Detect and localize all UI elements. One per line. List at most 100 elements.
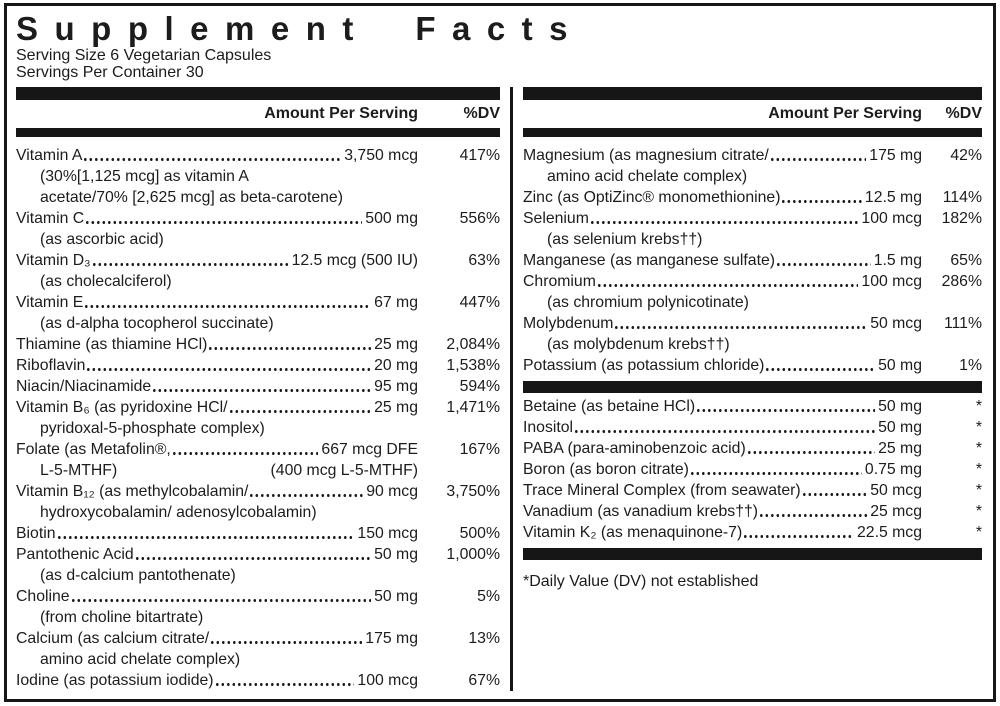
nutrient-row: Inositol 50 mg * xyxy=(523,417,982,438)
facts-columns: Amount Per Serving %DV Vitamin A 3,750 mc… xyxy=(16,87,984,691)
dotted-leader xyxy=(597,271,859,292)
nutrient-subrow: (as ascorbic acid) xyxy=(16,229,500,250)
nutrient-amount: 175 mg xyxy=(869,147,922,164)
nutrient-row: Vitamin A 3,750 mcg 417% xyxy=(16,145,500,166)
dotted-leader xyxy=(172,439,319,460)
nutrient-row: Niacin/Niacinamide 95 mg 594% xyxy=(16,376,500,397)
nutrient-detail: (as selenium krebs††) xyxy=(547,231,703,248)
nutrient-subrow: (as d-alpha tocopherol succinate) xyxy=(16,313,500,334)
nutrient-name: Choline xyxy=(16,588,70,605)
nutrient-dv: 42% xyxy=(950,147,982,164)
nutrient-name: Vitamin D₃ xyxy=(16,252,91,269)
dotted-leader xyxy=(690,459,862,480)
nutrient-dv: 182% xyxy=(941,210,982,227)
dotted-leader xyxy=(92,250,289,271)
nutrient-name: Vitamin C xyxy=(16,210,85,227)
nutrient-amount: 3,750 mcg xyxy=(344,147,418,164)
serving-size-line: Serving Size 6 Vegetarian Capsules xyxy=(16,47,272,64)
dotted-leader xyxy=(770,145,867,166)
nutrient-amount: 50 mg xyxy=(374,546,418,563)
nutrient-amount: 150 mcg xyxy=(357,525,418,542)
nutrient-subrow: L-5-MTHF) (400 mcg L-5-MTHF) xyxy=(16,460,500,481)
nutrient-amount: 100 mcg xyxy=(861,210,922,227)
nutrient-amount: 25 mcg xyxy=(870,503,922,520)
nutrient-dv: 63% xyxy=(468,252,500,269)
nutrient-row: Pantothenic Acid 50 mg 1,000% xyxy=(16,544,500,565)
header-bar-bottom xyxy=(523,128,982,137)
footnote-divider-bar xyxy=(523,548,982,560)
nutrient-subrow: (from choline bitartrate) xyxy=(16,607,500,628)
nutrient-subrow: pyridoxal-5-phosphate complex) xyxy=(16,418,500,439)
dotted-leader xyxy=(782,187,862,208)
dotted-leader xyxy=(575,417,876,438)
nutrient-dv: 67% xyxy=(468,672,500,689)
nutrient-detail: (30%[1,125 mcg] as vitamin A xyxy=(40,168,249,185)
section-divider-bar xyxy=(523,381,982,393)
dotted-leader xyxy=(229,397,372,418)
dotted-leader xyxy=(86,208,363,229)
nutrient-dv: 167% xyxy=(459,441,500,458)
header-bar-top xyxy=(523,87,982,100)
nutrient-detail: L-5-MTHF) xyxy=(40,462,118,479)
nutrient-row: Potassium (as potassium chloride) 50 mg 1% xyxy=(523,355,982,376)
nutrient-amount: 25 mg xyxy=(374,336,418,353)
nutrient-name: Selenium xyxy=(523,210,589,227)
nutrient-dv: 111% xyxy=(943,315,982,332)
spacer xyxy=(117,460,270,481)
nutrient-name: Trace Mineral Complex (from seawater) xyxy=(523,482,801,499)
nutrient-amount: 12.5 mcg (500 IU) xyxy=(291,252,418,269)
nutrient-amount: 50 mcg xyxy=(870,315,922,332)
nutrient-row: Riboflavin 20 mg 1,538% xyxy=(16,355,500,376)
nutrient-detail: (as molybdenum krebs††) xyxy=(547,336,730,353)
nutrient-amount: 95 mg xyxy=(374,378,418,395)
nutrient-amount: 50 mg xyxy=(878,419,922,436)
nutrient-dv: 1,538% xyxy=(446,357,500,374)
nutrient-amount: 50 mg xyxy=(878,357,922,374)
nutrient-row: Vitamin C 500 mg 556% xyxy=(16,208,500,229)
nutrient-row: Betaine (as betaine HCl) 50 mg * xyxy=(523,396,982,417)
nutrient-dv: * xyxy=(975,524,982,541)
nutrient-dv: 1% xyxy=(959,357,982,374)
nutrient-row: Boron (as boron citrate) 0.75 mg * xyxy=(523,459,982,480)
nutrient-row: Molybdenum 50 mcg 111% xyxy=(523,313,982,334)
nutrient-name: Vitamin B₆ (as pyridoxine HCl/ xyxy=(16,399,228,416)
nutrient-subrow: hydroxycobalamin/ adenosylcobalamin) xyxy=(16,502,500,523)
spacer xyxy=(418,460,500,481)
dotted-leader xyxy=(209,334,372,355)
percent-dv-header: %DV xyxy=(463,105,500,122)
nutrient-name: Molybdenum xyxy=(523,315,614,332)
nutrient-dv: 2,084% xyxy=(446,336,500,353)
nutrient-dv: * xyxy=(975,398,982,415)
dotted-leader xyxy=(87,355,372,376)
nutrient-amount: 25 mg xyxy=(878,440,922,457)
dotted-leader xyxy=(697,396,876,417)
nutrient-detail: (as ascorbic acid) xyxy=(40,231,164,248)
dv-footnote: *Daily Value (DV) not established xyxy=(523,573,759,590)
nutrient-detail: amino acid chelate complex) xyxy=(547,168,748,185)
dotted-leader xyxy=(211,628,363,649)
nutrient-row: Trace Mineral Complex (from seawater) 50 … xyxy=(523,480,982,501)
nutrient-detail: hydroxycobalamin/ adenosylcobalamin) xyxy=(40,504,317,521)
nutrient-detail: (as d-alpha tocopherol succinate) xyxy=(40,315,274,332)
nutrient-dv: 500% xyxy=(459,525,500,542)
nutrient-subrow: (as chromium polynicotinate) xyxy=(523,292,982,313)
nutrient-name: PABA (para-aminobenzoic acid) xyxy=(523,440,746,457)
nutrient-name: Inositol xyxy=(523,419,574,436)
dotted-leader xyxy=(802,480,868,501)
nutrient-dv: 417% xyxy=(459,147,500,164)
nutrient-row: Vanadium (as vanadium krebs††) 25 mcg * xyxy=(523,501,982,522)
percent-dv-header: %DV xyxy=(945,105,982,122)
nutrient-amount: 50 mg xyxy=(878,398,922,415)
nutrient-dv: 447% xyxy=(459,294,500,311)
nutrient-subrow: (30%[1,125 mcg] as vitamin A xyxy=(16,166,500,187)
supplement-facts-title: Supplement Facts xyxy=(16,10,585,47)
nutrient-row: Magnesium (as magnesium citrate/175 mg 42… xyxy=(523,145,982,166)
nutrient-detail: acetate/70% [2,625 mcg] as beta-carotene… xyxy=(40,189,343,206)
nutrient-list-left: Vitamin A 3,750 mcg 417% (30%[1,125 mcg] as… xyxy=(16,137,500,691)
nutrient-dv: 286% xyxy=(941,273,982,290)
nutrient-subrow: amino acid chelate complex) xyxy=(16,649,500,670)
dotted-leader xyxy=(85,292,372,313)
servings-per-container-line: Servings Per Container 30 xyxy=(16,63,204,81)
column-divider xyxy=(510,87,513,691)
dotted-leader xyxy=(135,544,372,565)
